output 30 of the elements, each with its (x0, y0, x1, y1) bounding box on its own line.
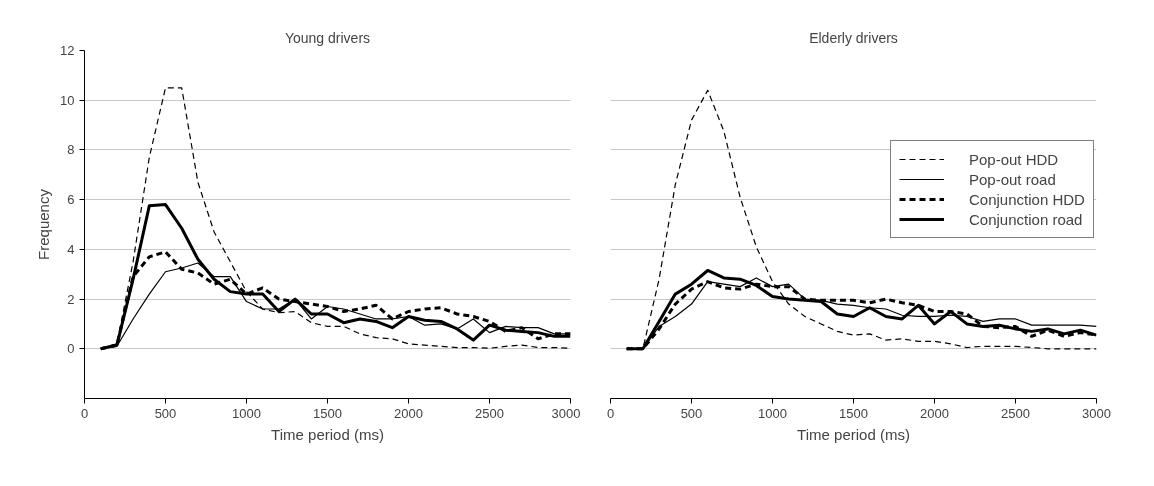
x-tick-label: 0 (80, 405, 89, 421)
y-tick-label: 0 (67, 341, 75, 357)
x-tick-label: 2000 (920, 405, 949, 421)
x-tick-label: 0 (606, 405, 615, 421)
x-tick-label: 1500 (839, 405, 868, 421)
y-tick-label: 12 (60, 43, 75, 58)
y-axis-title: Frequency (35, 188, 53, 260)
x-tick-label: 1500 (313, 405, 342, 421)
legend-label: Pop-out HDD (969, 150, 1059, 168)
y-tick-label: 10 (60, 92, 75, 108)
legend-label: Conjunction HDD (969, 190, 1085, 208)
x-axis-title: Time period (ms) (797, 425, 910, 443)
x-tick-label: 2500 (1001, 405, 1030, 421)
x-tick-label: 1000 (232, 405, 261, 421)
x-tick-label: 2000 (394, 405, 423, 421)
y-tick-label: 8 (67, 142, 75, 158)
y-tick-label: 4 (67, 241, 75, 257)
y-tick-label: 2 (67, 291, 75, 307)
x-tick-label: 500 (680, 405, 703, 421)
x-tick-label: 500 (154, 405, 177, 421)
x-axis-title: Time period (ms) (271, 425, 384, 443)
legend-label: Pop-out road (969, 170, 1056, 188)
chart-title: Young drivers (284, 29, 371, 46)
y-tick-label: 6 (67, 192, 75, 208)
legend-label: Conjunction road (969, 210, 1083, 228)
x-tick-label: 2500 (475, 405, 504, 421)
x-tick-label: 3000 (551, 405, 581, 421)
chart-title: Elderly drivers (809, 29, 898, 46)
x-tick-label: 3000 (1082, 405, 1111, 421)
x-tick-label: 1000 (758, 405, 787, 421)
